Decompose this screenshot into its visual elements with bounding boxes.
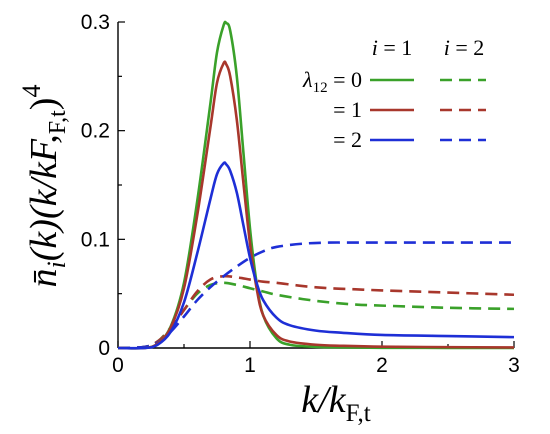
y-tick-label: 0.2 [81,120,110,143]
series-line-solid [117,161,515,350]
series-layer [117,20,515,350]
y-tick-label: 0.3 [81,11,110,34]
x-tick-label: 3 [508,354,520,377]
legend-row-label: = 1 [333,97,362,122]
y-tick-label: 0 [98,337,110,360]
series-line-solid [117,60,515,350]
legend-row-label: = 2 [333,127,362,152]
x-axis-title: k/kF,t [301,379,370,427]
y-axis-title: n̄i(k)(k/kF,F,t)4 [17,85,71,288]
series-line-dashed [117,241,514,350]
x-tick-label: 1 [244,354,256,377]
series-line-solid [117,20,515,350]
ticks: 0 1 2 3 0 0.1 0.2 0.3 [81,11,520,377]
legend-rows: λ12 = 0= 1 = 2 [302,67,486,152]
axes [117,22,514,349]
legend: i = 1 i = 2 λ12 = 0= 1 = 2 [302,35,486,152]
legend-header-i1: i = 1 [372,35,413,60]
y-tick-label: 0.1 [81,228,110,251]
legend-header-i2: i = 2 [444,35,485,60]
legend-row-label: λ12 = 0 [302,67,362,96]
x-tick-label: 2 [376,354,388,377]
x-tick-label: 0 [112,354,124,377]
